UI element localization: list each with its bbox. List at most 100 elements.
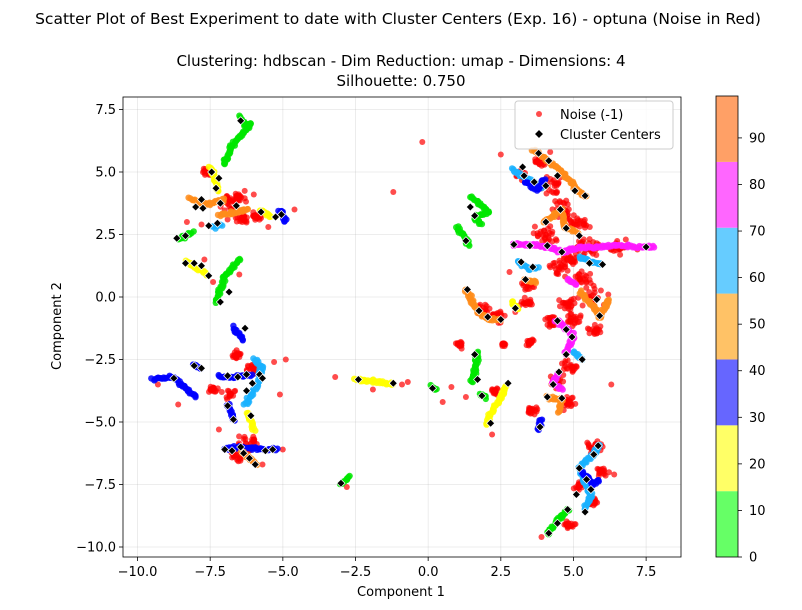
x-tick-label: −7.5 (194, 565, 226, 580)
cluster-point (535, 264, 542, 271)
noise-point (581, 221, 587, 228)
noise-point (419, 139, 426, 145)
cluster-center (462, 285, 472, 294)
noise-point (565, 206, 572, 213)
colorbar-band (716, 359, 738, 426)
cluster-center (496, 315, 506, 324)
colorbar: 0 10 20 30 40 50 60 70 80 90 (715, 95, 766, 566)
cluster-center (242, 386, 252, 396)
colorbar-band (716, 425, 738, 492)
cluster-point (466, 242, 473, 249)
noise-point (279, 446, 286, 453)
cluster-center (239, 448, 249, 458)
chart-title: Scatter Plot of Best Experiment to date … (35, 10, 761, 28)
cluster-center (571, 490, 581, 499)
cluster-point (559, 386, 566, 393)
noise-points (154, 139, 641, 540)
colorbar-band (716, 227, 738, 294)
noise-point (241, 187, 248, 194)
cluster-center (477, 391, 487, 401)
y-axis-label: Component 2 (50, 282, 65, 370)
noise-point (547, 176, 554, 182)
noise-point (576, 220, 583, 227)
noise-point (570, 212, 577, 219)
colorbar-tick-label: 60 (749, 271, 766, 286)
noise-point (236, 271, 243, 278)
cluster-center (223, 371, 233, 381)
colorbar-tick-label: 80 (749, 178, 766, 193)
noise-point (531, 223, 538, 230)
noise-point (276, 391, 283, 398)
cluster-center (211, 183, 221, 193)
cluster-center (227, 446, 237, 456)
cluster-center (240, 323, 250, 333)
noise-point (608, 381, 615, 388)
cluster-center (228, 415, 238, 424)
cluster-point (532, 278, 539, 285)
noise-point (622, 236, 629, 243)
noise-point (265, 224, 272, 230)
cluster-center (247, 378, 257, 388)
cluster-center (582, 475, 592, 484)
chart-subtitle-line1: Clustering: hdbscan - Dim Reduction: uma… (176, 52, 625, 70)
noise-point (583, 284, 590, 291)
cluster-center (535, 422, 545, 432)
noise-point (538, 534, 545, 540)
cluster-points (148, 112, 658, 538)
y-tick-label: 0.0 (95, 291, 116, 306)
cluster-center (557, 247, 567, 257)
noise-point (291, 206, 298, 213)
cluster-center (544, 156, 554, 166)
cluster-center (223, 401, 233, 411)
noise-point (518, 298, 525, 305)
noise-point (553, 270, 560, 277)
legend-frame (514, 100, 674, 150)
noise-point (526, 341, 532, 348)
cluster-center (474, 306, 484, 316)
noise-point (553, 237, 560, 244)
noise-point (551, 262, 558, 269)
cluster-center (521, 275, 531, 284)
colorbar-tick-label: 20 (749, 457, 766, 472)
noise-point (532, 159, 539, 166)
noise-point (546, 262, 553, 269)
y-tick-label: 7.5 (95, 103, 116, 118)
noise-point (594, 326, 601, 333)
cluster-center (486, 418, 496, 428)
noise-point (577, 312, 584, 319)
noise-point (534, 233, 541, 240)
cluster-point (478, 220, 486, 228)
cluster-center (260, 446, 270, 456)
cluster-center (557, 393, 567, 403)
cluster-center (198, 203, 208, 213)
noise-point (576, 271, 583, 278)
noise-point (584, 325, 591, 332)
cluster-center (580, 507, 590, 517)
x-tick-label: 0.0 (418, 565, 439, 580)
noise-point (223, 394, 230, 401)
cluster-center (244, 453, 254, 463)
noise-point (183, 219, 190, 225)
cluster-center (570, 186, 580, 196)
cluster-center (503, 378, 513, 388)
y-tick-label: 2.5 (95, 228, 116, 243)
noise-point (390, 189, 397, 195)
cluster-point (281, 218, 288, 225)
cluster-center (242, 370, 252, 379)
x-tick-label: 5.0 (563, 565, 584, 580)
noise-point (332, 374, 339, 380)
axes: −10.0 −7.5 −5.0 −2.5 0.0 2.5 5.0 7.5 −10.0 −7.5 −5… (76, 96, 682, 580)
x-tick-label: 2.5 (490, 565, 511, 580)
noise-point (224, 216, 231, 223)
cluster-center (555, 205, 565, 214)
noise-point (617, 251, 624, 258)
cluster-center (529, 177, 539, 187)
y-tick-label: −2.5 (84, 353, 116, 368)
noise-point (501, 312, 508, 319)
cluster-center (561, 223, 571, 233)
noise-point (497, 151, 504, 158)
noise-point (568, 258, 575, 265)
cluster-center (189, 258, 199, 268)
cluster-center (541, 217, 551, 227)
